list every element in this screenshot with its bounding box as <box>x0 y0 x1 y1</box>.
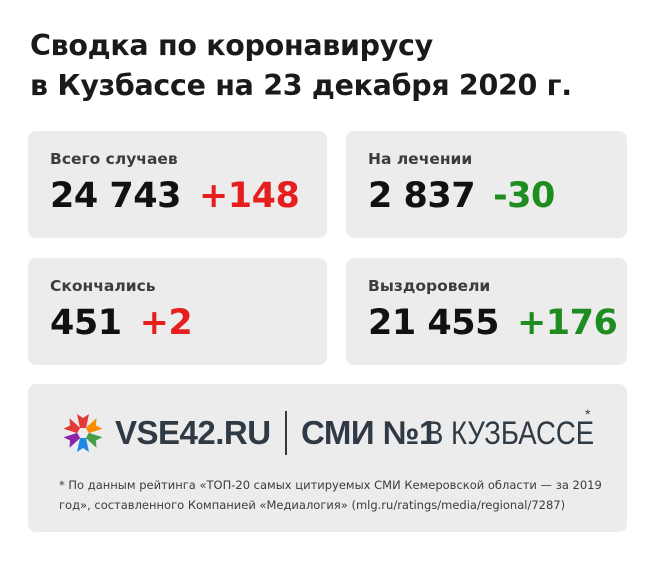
stat-delta: +176 <box>516 303 618 343</box>
stat-label: Скончались <box>50 277 156 295</box>
slogan-bold: СМИ №1 <box>301 414 437 451</box>
stat-delta: +148 <box>198 176 300 216</box>
stat-card-treatment: На лечении 2 837 -30 <box>346 131 627 238</box>
stat-label: Выздоровели <box>368 277 491 295</box>
site-name: VSE42.RU <box>115 414 271 451</box>
footer-divider <box>285 411 287 455</box>
title-line-2: в Кузбассе на 23 декабря 2020 г. <box>30 69 572 102</box>
stat-card-deaths: Скончались 451 +2 <box>28 258 327 365</box>
stat-value: 21 455 <box>368 303 499 343</box>
stat-label: Всего случаев <box>50 150 178 168</box>
footnote: * По данным рейтинга «ТОП-20 самых цитир… <box>59 478 602 512</box>
stat-card-recovered: Выздоровели 21 455 +176 <box>346 258 627 365</box>
footer-banner: VSE42.RU СМИ №1 В КУЗБАССЕ * * По данным… <box>28 384 627 532</box>
slogan-light: В КУЗБАССЕ <box>425 415 595 451</box>
stat-delta: -30 <box>493 176 555 216</box>
stat-delta: +2 <box>139 303 193 343</box>
stat-card-total: Всего случаев 24 743 +148 <box>28 131 327 238</box>
vse42-logo-icon <box>63 414 103 452</box>
stat-label: На лечении <box>368 150 473 168</box>
page-title: Сводка по коронавирусу в Кузбассе на 23 … <box>30 26 630 106</box>
title-line-1: Сводка по коронавирусу <box>30 29 433 62</box>
stat-value: 451 <box>50 303 122 343</box>
stat-value: 2 837 <box>368 176 476 216</box>
footnote-star: * <box>585 406 591 422</box>
stat-value: 24 743 <box>50 176 181 216</box>
